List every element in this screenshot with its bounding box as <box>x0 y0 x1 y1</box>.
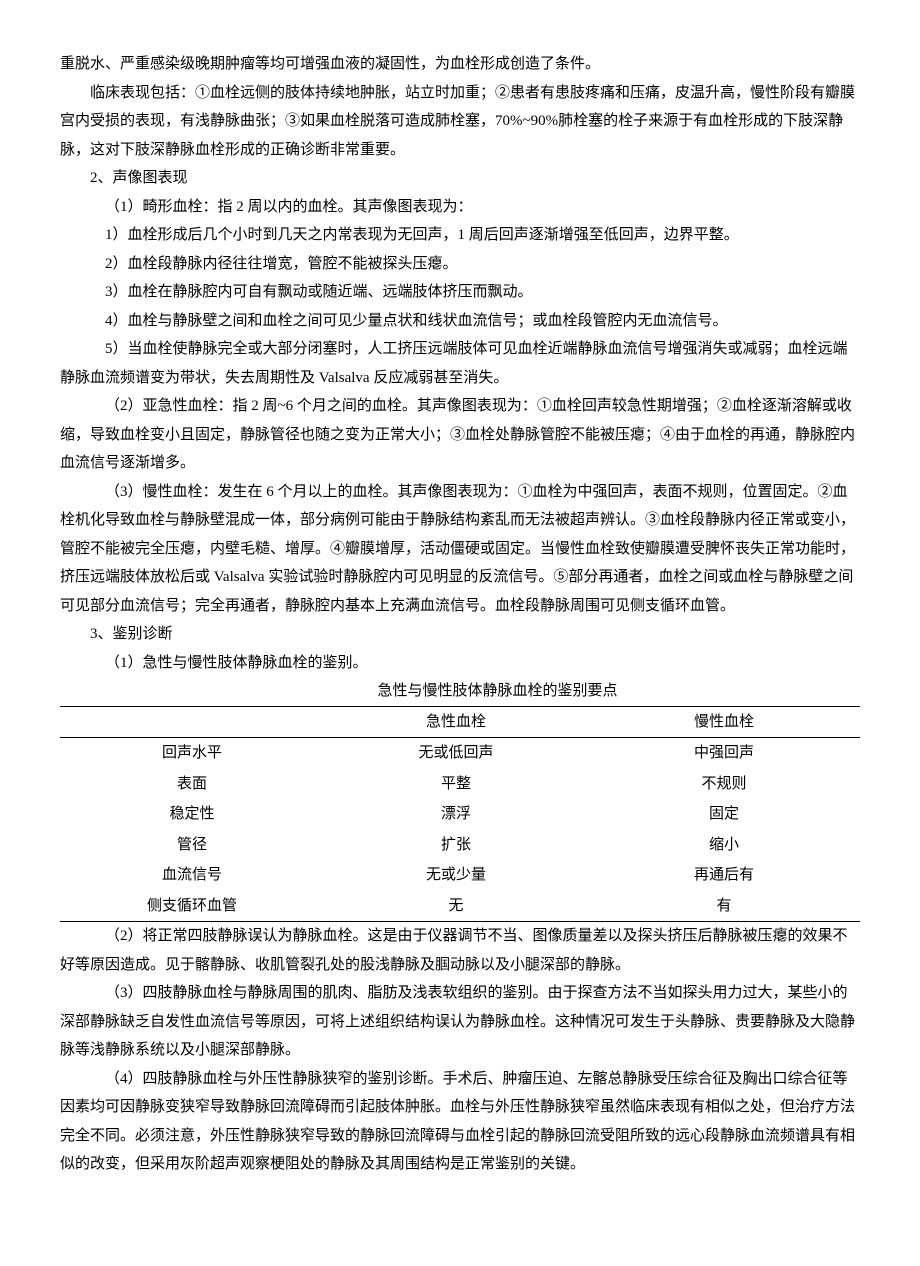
table-cell: 中强回声 <box>588 738 860 769</box>
section-2-item-1-point-1: 1）血栓形成后几个小时到几天之内常表现为无回声，1 周后回声逐渐增强至低回声，边… <box>60 221 860 250</box>
table-cell: 不规则 <box>588 769 860 800</box>
table-cell: 无 <box>324 891 588 922</box>
section-2-item-1-point-2: 2）血栓段静脉内径往往增宽，管腔不能被探头压瘪。 <box>60 250 860 279</box>
table-cell: 扩张 <box>324 830 588 861</box>
table-row: 侧支循环血管 无 有 <box>60 891 860 922</box>
table-cell: 有 <box>588 891 860 922</box>
section-2-item-1-title: （1）畸形血栓：指 2 周以内的血栓。其声像图表现为： <box>60 193 860 222</box>
table-cell: 平整 <box>324 769 588 800</box>
clinical-manifestation: 临床表现包括：①血栓远侧的肢体持续地肿胀，站立时加重；②患者有患肢疼痛和压痛，皮… <box>60 79 860 165</box>
table-row: 表面 平整 不规则 <box>60 769 860 800</box>
table-row: 稳定性 漂浮 固定 <box>60 799 860 830</box>
section-3-title: 3、鉴别诊断 <box>60 620 860 649</box>
table-cell: 血流信号 <box>60 860 324 891</box>
table-cell: 侧支循环血管 <box>60 891 324 922</box>
table-row: 回声水平 无或低回声 中强回声 <box>60 738 860 769</box>
table-header-1: 急性血栓 <box>324 706 588 738</box>
section-3-item-2: （2）将正常四肢静脉误认为静脉血栓。这是由于仪器调节不当、图像质量差以及探头挤压… <box>60 922 860 979</box>
table-cell: 表面 <box>60 769 324 800</box>
section-2-title: 2、声像图表现 <box>60 164 860 193</box>
table-cell: 无或少量 <box>324 860 588 891</box>
intro-continuation: 重脱水、严重感染级晚期肿瘤等均可增强血液的凝固性，为血栓形成创造了条件。 <box>60 50 860 79</box>
section-2-item-1-point-3: 3）血栓在静脉腔内可自有飘动或随近端、远端肢体挤压而飘动。 <box>60 278 860 307</box>
table-cell: 无或低回声 <box>324 738 588 769</box>
section-3-item-3: （3）四肢静脉血栓与静脉周围的肌肉、脂肪及浅表软组织的鉴别。由于探查方法不当如探… <box>60 979 860 1065</box>
table-cell: 缩小 <box>588 830 860 861</box>
comparison-table: 急性血栓 慢性血栓 回声水平 无或低回声 中强回声 表面 平整 不规则 稳定性 … <box>60 706 860 923</box>
table-cell: 管径 <box>60 830 324 861</box>
section-3-item-1-title: （1）急性与慢性肢体静脉血栓的鉴别。 <box>60 649 860 678</box>
table-header-row: 急性血栓 慢性血栓 <box>60 706 860 738</box>
table-row: 血流信号 无或少量 再通后有 <box>60 860 860 891</box>
table-cell: 稳定性 <box>60 799 324 830</box>
table-caption: 急性与慢性肢体静脉血栓的鉴别要点 <box>60 677 860 706</box>
table-header-2: 慢性血栓 <box>588 706 860 738</box>
table-cell: 回声水平 <box>60 738 324 769</box>
section-2-item-1-point-4: 4）血栓与静脉壁之间和血栓之间可见少量点状和线状血流信号；或血栓段管腔内无血流信… <box>60 307 860 336</box>
section-3-item-4: （4）四肢静脉血栓与外压性静脉狭窄的鉴别诊断。手术后、肿瘤压迫、左髂总静脉受压综… <box>60 1065 860 1179</box>
section-2-item-1-point-5: 5）当血栓使静脉完全或大部分闭塞时，人工挤压远端肢体可见血栓近端静脉血流信号增强… <box>60 335 860 392</box>
section-2-item-3: （3）慢性血栓：发生在 6 个月以上的血栓。其声像图表现为：①血栓为中强回声，表… <box>60 478 860 621</box>
table-header-0 <box>60 706 324 738</box>
table-cell: 漂浮 <box>324 799 588 830</box>
section-2-item-2: （2）亚急性血栓：指 2 周~6 个月之间的血栓。其声像图表现为：①血栓回声较急… <box>60 392 860 478</box>
table-cell: 固定 <box>588 799 860 830</box>
table-row: 管径 扩张 缩小 <box>60 830 860 861</box>
table-cell: 再通后有 <box>588 860 860 891</box>
